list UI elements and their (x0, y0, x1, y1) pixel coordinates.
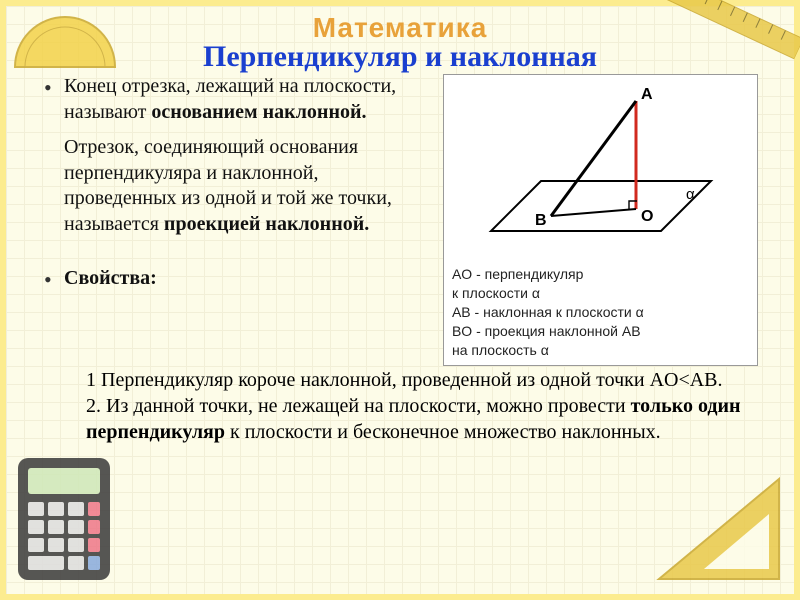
property-2: 2. Из данной точки, не лежащей на плоско… (86, 394, 758, 445)
properties-block: 1 Перпендикуляр короче наклонной, провед… (42, 368, 758, 445)
prop2-post: к плоскости и бесконечное множество накл… (225, 421, 661, 443)
definition-projection: Отрезок, соединяющий основания перпендик… (42, 135, 433, 237)
property-1: 1 Перпендикуляр короче наклонной, провед… (86, 368, 758, 394)
caption-line-0: AO - перпендикуляр (452, 265, 751, 284)
label-A: A (641, 86, 653, 103)
properties-heading: Свойства: (42, 266, 433, 292)
text-column: Конец отрезка, лежащий на плоскости, наз… (42, 74, 433, 366)
props-label: Свойства: (64, 267, 157, 289)
label-B: B (535, 212, 547, 229)
caption-line-4: на плоскость α (452, 341, 751, 360)
calculator-doodle (14, 454, 114, 584)
caption-line-3: BO - проекция наклонной AB (452, 322, 751, 341)
label-alpha: α (686, 186, 695, 203)
figure-box: A B O α AO - перпендикуляр к плоскости α… (443, 74, 758, 366)
label-O: O (641, 208, 653, 225)
triangle-ruler-doodle (654, 474, 784, 584)
caption-line-2: AB - наклонная к плоскости α (452, 303, 751, 322)
slide-content: Математика Перпендикуляр и наклонная Кон… (6, 6, 794, 455)
geometry-diagram: A B O α (461, 81, 741, 261)
para1-bold: основанием наклонной. (151, 101, 366, 123)
slide-title: Перпендикуляр и наклонная (42, 40, 758, 74)
figure-column: A B O α AO - перпендикуляр к плоскости α… (443, 74, 758, 366)
para2-bold: проекцией наклонной. (164, 213, 369, 235)
prop2-pre: 2. Из данной точки, не лежащей на плоско… (86, 395, 631, 417)
figure-caption: AO - перпендикуляр к плоскости α AB - на… (452, 265, 751, 359)
caption-line-1: к плоскости α (452, 284, 751, 303)
definition-base: Конец отрезка, лежащий на плоскости, наз… (42, 74, 433, 125)
